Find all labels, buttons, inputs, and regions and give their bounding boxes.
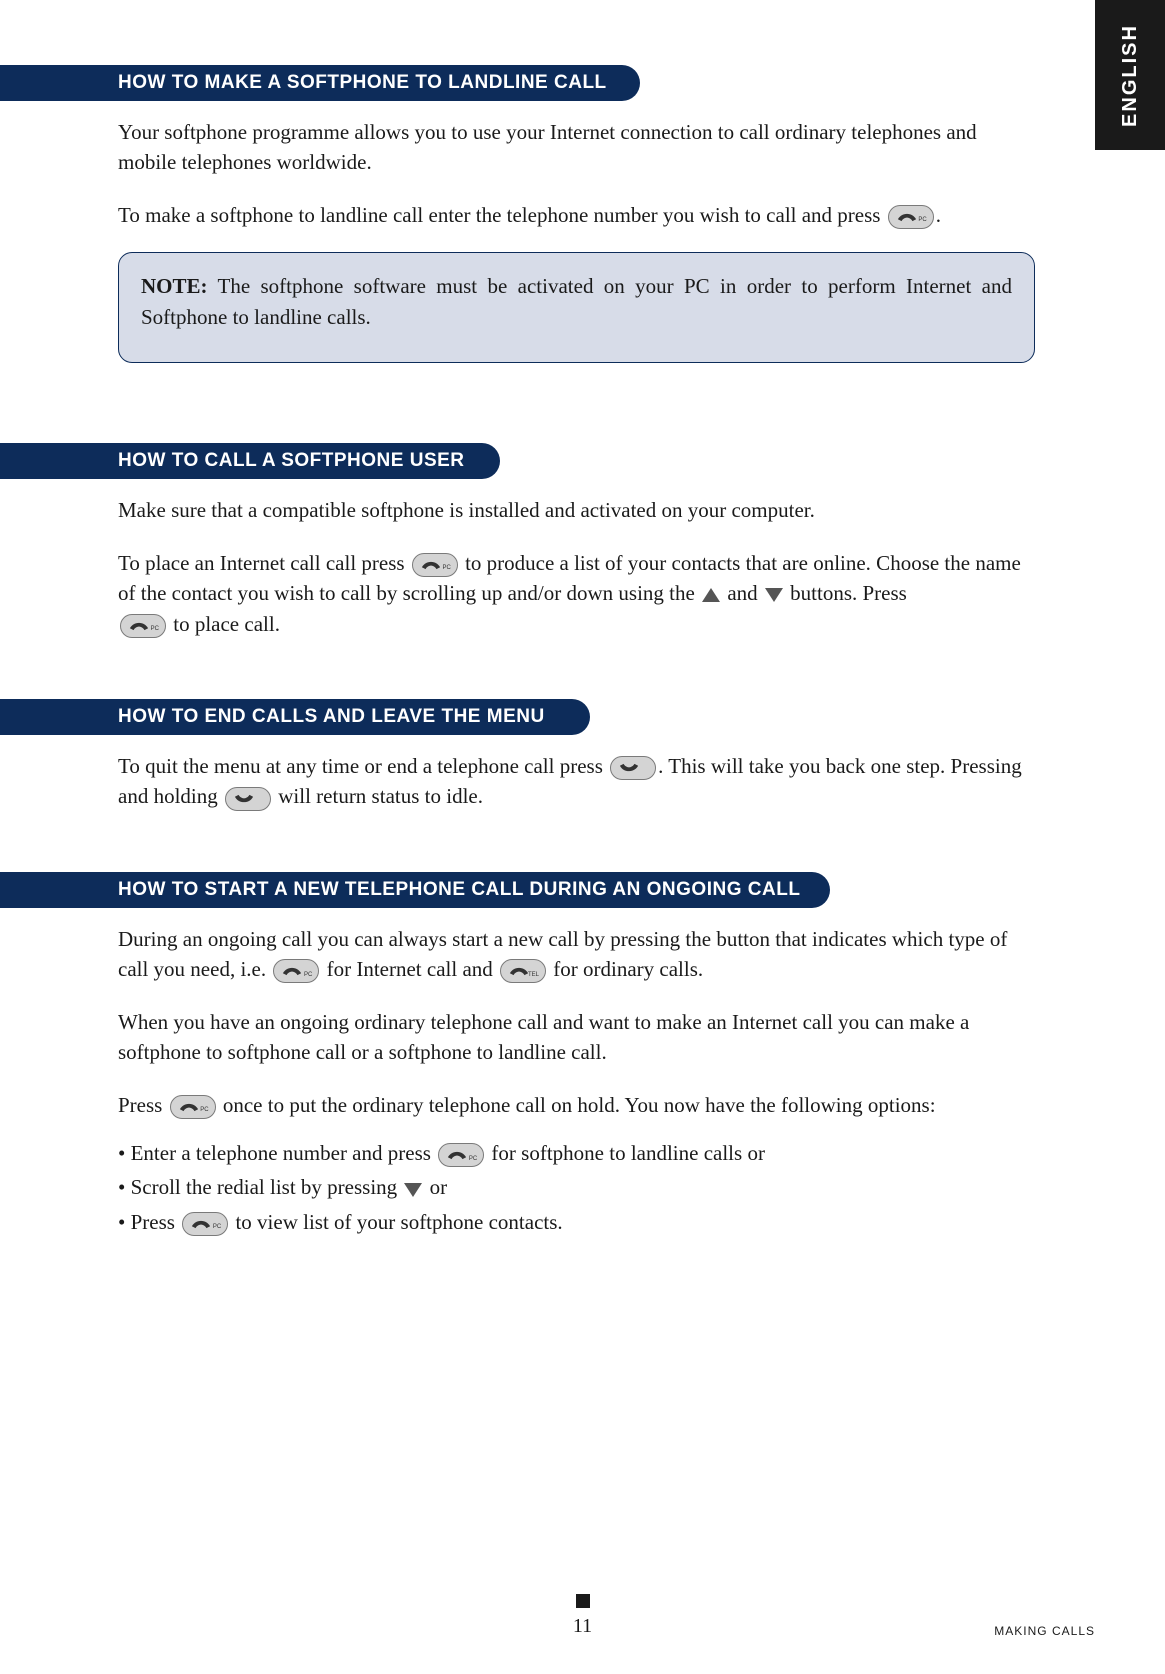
- heading-bar: HOW TO CALL A SOFTPHONE USER: [0, 443, 1165, 479]
- text: buttons. Press: [785, 581, 907, 605]
- footer-section-label: MAKING CALLS: [994, 1624, 1095, 1638]
- text: to place call.: [168, 612, 280, 636]
- heading-bar: HOW TO MAKE A SOFTPHONE TO LANDLINE CALL: [0, 65, 1165, 101]
- text: for softphone to landline calls or: [486, 1141, 765, 1165]
- paragraph: When you have an ongoing ordinary teleph…: [118, 1007, 1035, 1068]
- text: and: [722, 581, 763, 605]
- paragraph: Your softphone programme allows you to u…: [118, 117, 1035, 178]
- section-body: During an ongoing call you can always st…: [118, 924, 1035, 1238]
- heading-text: HOW TO CALL A SOFTPHONE USER: [118, 443, 465, 479]
- note-text: The softphone software must be activated…: [141, 274, 1012, 328]
- tel-call-button-icon: TEL: [500, 959, 546, 983]
- text: once to put the ordinary telephone call …: [218, 1093, 936, 1117]
- paragraph: During an ongoing call you can always st…: [118, 924, 1035, 985]
- list-item: Press PC to view list of your softphone …: [118, 1207, 1035, 1237]
- heading-text: HOW TO START A NEW TELEPHONE CALL DURING…: [118, 872, 800, 908]
- text: .: [936, 203, 941, 227]
- pc-call-button-icon: PC: [182, 1212, 228, 1236]
- section-call-softphone-user: HOW TO CALL A SOFTPHONE USER Make sure t…: [0, 443, 1165, 639]
- manual-page: ENGLISH HOW TO MAKE A SOFTPHONE TO LANDL…: [0, 0, 1165, 1674]
- text: Press: [131, 1210, 181, 1234]
- text: To make a softphone to landline call ent…: [118, 203, 886, 227]
- text: Enter a telephone number and press: [131, 1141, 437, 1165]
- pc-call-button-icon: PC: [888, 205, 934, 229]
- section-end-calls: HOW TO END CALLS AND LEAVE THE MENU To q…: [0, 699, 1165, 812]
- heading-text: HOW TO MAKE A SOFTPHONE TO LANDLINE CALL: [118, 65, 607, 101]
- section-body: Make sure that a compatible softphone is…: [118, 495, 1035, 639]
- paragraph: Make sure that a compatible softphone is…: [118, 495, 1035, 525]
- page-number: 11: [573, 1615, 592, 1638]
- pc-call-button-icon: PC: [438, 1143, 484, 1167]
- text: or: [424, 1175, 447, 1199]
- text: for ordinary calls.: [548, 957, 703, 981]
- pc-call-button-icon: PC: [120, 614, 166, 638]
- down-arrow-icon: [404, 1183, 422, 1197]
- text: Press: [118, 1093, 168, 1117]
- list-item: Enter a telephone number and press PC fo…: [118, 1138, 1035, 1168]
- section-new-call-during-call: HOW TO START A NEW TELEPHONE CALL DURING…: [0, 872, 1165, 1238]
- footer-square-icon: [576, 1594, 590, 1608]
- hangup-button-icon: [225, 787, 271, 811]
- text: will return status to idle.: [273, 784, 483, 808]
- paragraph: Press PC once to put the ordinary teleph…: [118, 1090, 1035, 1120]
- text: for Internet call and: [321, 957, 498, 981]
- hangup-button-icon: [610, 756, 656, 780]
- text: To quit the menu at any time or end a te…: [118, 754, 608, 778]
- heading-bar: HOW TO END CALLS AND LEAVE THE MENU: [0, 699, 1165, 735]
- up-arrow-icon: [702, 588, 720, 602]
- paragraph: To make a softphone to landline call ent…: [118, 200, 1035, 230]
- page-content: HOW TO MAKE A SOFTPHONE TO LANDLINE CALL…: [0, 65, 1165, 1297]
- heading-text: HOW TO END CALLS AND LEAVE THE MENU: [118, 699, 545, 735]
- options-list: Enter a telephone number and press PC fo…: [118, 1138, 1035, 1237]
- section-softphone-to-landline: HOW TO MAKE A SOFTPHONE TO LANDLINE CALL…: [0, 65, 1165, 363]
- heading-bar: HOW TO START A NEW TELEPHONE CALL DURING…: [0, 872, 1165, 908]
- text: To place an Internet call call press: [118, 551, 410, 575]
- pc-call-button-icon: PC: [170, 1095, 216, 1119]
- note-box: NOTE: The softphone software must be act…: [118, 252, 1035, 363]
- note-label: NOTE:: [141, 274, 208, 298]
- paragraph: To place an Internet call call press PC …: [118, 548, 1035, 639]
- section-body: Your softphone programme allows you to u…: [118, 117, 1035, 230]
- down-arrow-icon: [765, 588, 783, 602]
- pc-call-button-icon: PC: [273, 959, 319, 983]
- pc-call-button-icon: PC: [412, 553, 458, 577]
- paragraph: To quit the menu at any time or end a te…: [118, 751, 1035, 812]
- list-item: Scroll the redial list by pressing or: [118, 1172, 1035, 1202]
- text: to view list of your softphone contacts.: [230, 1210, 562, 1234]
- section-body: To quit the menu at any time or end a te…: [118, 751, 1035, 812]
- text: Scroll the redial list by pressing: [131, 1175, 403, 1199]
